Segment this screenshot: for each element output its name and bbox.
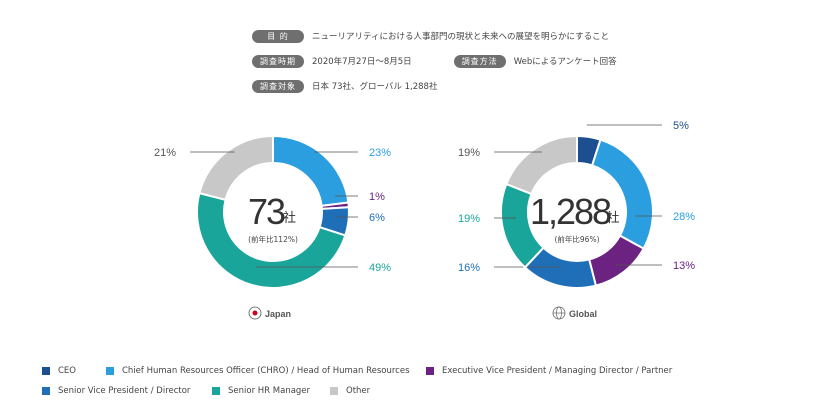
legend-label: Other: [346, 386, 371, 396]
info-row-target: 調査対象 日本 73社、グローバル 1,288社: [252, 78, 672, 94]
legend-swatch: [212, 387, 220, 395]
survey-info: 目 的 ニューリアリティにおける人事部門の現状と未来への展望を明らかにすること …: [252, 28, 672, 103]
info-row-period-method: 調査時期 2020年7月27日〜8月5日 調査方法 Webによるアンケート回答: [252, 53, 672, 69]
purpose-pill: 目 的: [252, 29, 304, 43]
legend-swatch: [42, 387, 50, 395]
slice-label: 19%: [458, 147, 480, 159]
legend-label: Chief Human Resources Officer (CHRO) / H…: [122, 366, 410, 376]
legend-label: Senior Vice President / Director: [58, 386, 191, 396]
legend-item-evp: Executive Vice President / Managing Dire…: [426, 366, 672, 376]
legend-swatch: [426, 367, 434, 375]
method-pill: 調査方法: [453, 54, 506, 68]
center-note: (前年比112%): [248, 234, 298, 244]
target-text: 日本 73社、グローバル 1,288社: [312, 82, 438, 92]
purpose-text: ニューリアリティにおける人事部門の現状と未来への展望を明らかにすること: [312, 32, 610, 42]
center-note: (前年比96%): [554, 234, 599, 244]
info-row-purpose: 目 的 ニューリアリティにおける人事部門の現状と未来への展望を明らかにすること: [252, 28, 672, 44]
slice-label: 6%: [369, 212, 385, 224]
legend-label: CEO: [58, 366, 76, 376]
legend-item-chro: Chief Human Resources Officer (CHRO) / H…: [106, 366, 426, 376]
legend-row-1: CEO Chief Human Resources Officer (CHRO)…: [42, 364, 802, 378]
legend: CEO Chief Human Resources Officer (CHRO)…: [42, 364, 802, 404]
legend-label: Executive Vice President / Managing Dire…: [442, 366, 673, 376]
slice-label: 23%: [369, 147, 391, 159]
center-unit: 社: [607, 210, 620, 226]
center-value: 73: [248, 191, 285, 232]
slice-label: 13%: [673, 260, 695, 272]
legend-swatch: [330, 387, 338, 395]
legend-item-svp: Senior Vice President / Director: [42, 386, 212, 396]
global-donut: 5% 28% 13% 16% 19% 19% 1,288社 (前年比96%) Global: [458, 120, 695, 320]
legend-row-2: Senior Vice President / Director Senior …: [42, 384, 802, 398]
donut-slice: [196, 191, 347, 289]
slice-label: 1%: [369, 191, 385, 203]
legend-item-hr: Senior HR Manager: [212, 386, 330, 396]
legend-swatch: [42, 367, 50, 375]
legend-item-ceo: CEO: [42, 366, 106, 376]
center-value: 1,288: [530, 191, 611, 232]
slice-label: 5%: [673, 120, 689, 132]
japan-flag-dot: [252, 310, 258, 316]
slice-label: 21%: [154, 147, 176, 159]
legend-label: Senior HR Manager: [228, 386, 311, 396]
period-pill: 調査時期: [252, 54, 304, 68]
slice-label: 16%: [458, 262, 480, 274]
slice-label: 49%: [369, 262, 391, 274]
legend-swatch: [106, 367, 114, 375]
target-pill: 調査対象: [252, 79, 304, 93]
donut-slice: [272, 134, 350, 207]
donut-slice: [198, 134, 274, 202]
chart-caption: Global: [569, 309, 597, 319]
japan-donut: 23% 1% 6% 49% 21% 73社 (前年比112%) Japan: [154, 134, 391, 320]
donut-slice: [505, 134, 578, 196]
center-unit: 社: [283, 210, 296, 226]
slice-label: 19%: [458, 213, 480, 225]
slice-label: 28%: [673, 211, 695, 223]
method-text: Webによるアンケート回答: [513, 57, 617, 67]
legend-item-other: Other: [330, 386, 370, 396]
chart-caption: Japan: [265, 309, 291, 319]
period-text: 2020年7月27日〜8月5日: [312, 57, 412, 67]
